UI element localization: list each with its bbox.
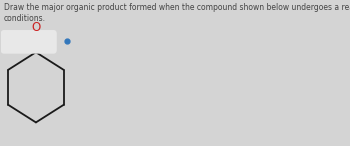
Text: Draw the major organic product formed when the compound shown below undergoes a : Draw the major organic product formed wh… (4, 3, 350, 23)
Text: O: O (31, 21, 41, 34)
FancyBboxPatch shape (1, 30, 57, 54)
